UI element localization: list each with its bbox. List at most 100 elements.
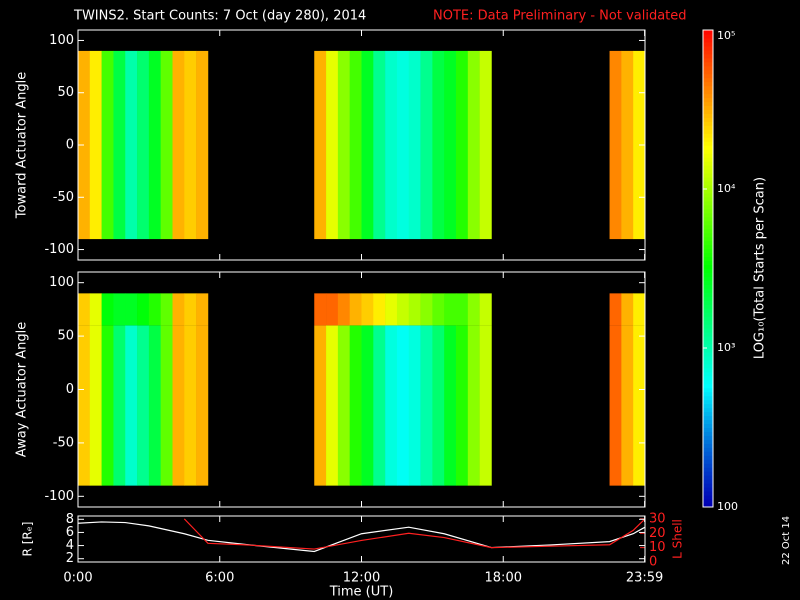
heat-cell [314, 50, 327, 240]
y-tick-label: 0 [66, 382, 74, 397]
colorbar-cell [703, 224, 713, 230]
heat-cell [444, 325, 457, 486]
colorbar-cell [703, 53, 713, 59]
colorbar-cell [703, 228, 713, 234]
colorbar-cell [703, 435, 713, 440]
colorbar-cell [703, 324, 713, 329]
y-axis-label: Toward Actuator Angle [15, 72, 30, 219]
colorbar-cell [703, 220, 713, 226]
heat-cell [432, 50, 445, 240]
heat-cell [432, 325, 445, 486]
y-tick-label: 100 [49, 275, 74, 290]
colorbar-cell [703, 276, 713, 281]
y-tick-label: 2 [66, 551, 74, 566]
heat-cell [326, 50, 339, 240]
colorbar-cell [703, 375, 713, 381]
heat-cell [101, 293, 114, 326]
colorbar-cell [703, 61, 713, 67]
colorbar-cell [703, 483, 713, 488]
colorbar-cell [703, 383, 713, 389]
y-tick-label: -100 [44, 242, 74, 257]
heat-cell [396, 50, 410, 240]
y2-tick-label: 10 [649, 540, 666, 555]
colorbar-cell [703, 479, 713, 484]
colorbar-cell [703, 431, 713, 436]
colorbar-cell [703, 316, 713, 321]
heat-cell [609, 50, 622, 240]
colorbar-cell [703, 161, 713, 166]
colorbar-cell [703, 447, 713, 452]
colorbar-cell [703, 284, 713, 289]
colorbar-cell [703, 93, 713, 99]
colorbar-cell [703, 256, 713, 262]
colorbar-cell [703, 81, 713, 87]
heat-cell [326, 325, 339, 486]
heat-cell [479, 50, 492, 240]
note: NOTE: Data Preliminary - Not validated [433, 9, 687, 24]
heat-cell [172, 293, 185, 326]
heat-cell [467, 325, 480, 486]
heat-cell [172, 50, 185, 240]
heat-cell [361, 325, 374, 486]
heat-cell [172, 325, 185, 486]
colorbar-cell [703, 149, 713, 154]
colorbar-cell [703, 304, 713, 309]
colorbar-cell [703, 340, 713, 345]
colorbar-cell [703, 296, 713, 301]
heat-cell [349, 325, 362, 486]
heat-cell [408, 293, 421, 326]
colorbar-cell [703, 351, 713, 357]
y-tick-label: -50 [53, 435, 74, 450]
y2-tick-label: 30 [649, 511, 666, 526]
colorbar-cell [703, 367, 713, 373]
colorbar-cell [703, 133, 713, 138]
colorbar-cell [703, 181, 713, 186]
y-tick-label: -50 [53, 190, 74, 205]
heat-cell [456, 325, 469, 486]
colorbar-cell [703, 73, 713, 79]
heat-cell [137, 325, 150, 486]
heat-cell [89, 293, 102, 326]
colorbar-label: LOG₁₀(Total Starts per Scan) [753, 177, 768, 359]
colorbar-cell [703, 395, 713, 401]
colorbar-cell [703, 177, 713, 182]
colorbar-cell [703, 459, 713, 464]
colorbar-cell [703, 89, 713, 95]
heat-cell [361, 50, 374, 240]
y-axis-label: R [Rₑ] [21, 522, 35, 557]
heat-cell [148, 325, 161, 486]
colorbar-cell [703, 125, 713, 130]
heat-cell [373, 50, 386, 240]
heat-cell [113, 50, 126, 240]
x-tick-label: 0:00 [63, 571, 92, 586]
colorbar-cell [703, 371, 713, 377]
heat-cell [373, 325, 386, 486]
heat-cell [160, 293, 173, 326]
heat-cell [314, 325, 327, 486]
colorbar-cell [703, 344, 713, 349]
heat-cell [184, 293, 197, 326]
heat-cell [467, 50, 480, 240]
colorbar-cell [703, 379, 713, 385]
y2-tick-label: 20 [649, 526, 666, 541]
colorbar-cell [703, 491, 713, 496]
heat-cell [148, 293, 161, 326]
colorbar-cell [703, 272, 713, 277]
y-tick-label: 50 [57, 329, 74, 344]
heat-cell [621, 325, 634, 486]
colorbar-cell [703, 336, 713, 341]
heat-cell [101, 325, 114, 486]
heat-cell [444, 293, 457, 326]
y-tick-label: 100 [49, 33, 74, 48]
heat-cell [361, 293, 374, 326]
heat-cell [113, 325, 126, 486]
series-line [183, 518, 646, 550]
colorbar-cell [703, 455, 713, 460]
colorbar-cell [703, 328, 713, 333]
heat-cell [101, 50, 114, 240]
heat-cell [467, 293, 480, 326]
colorbar-cell [703, 260, 713, 266]
colorbar-cell [703, 141, 713, 146]
heat-cell [326, 293, 339, 326]
